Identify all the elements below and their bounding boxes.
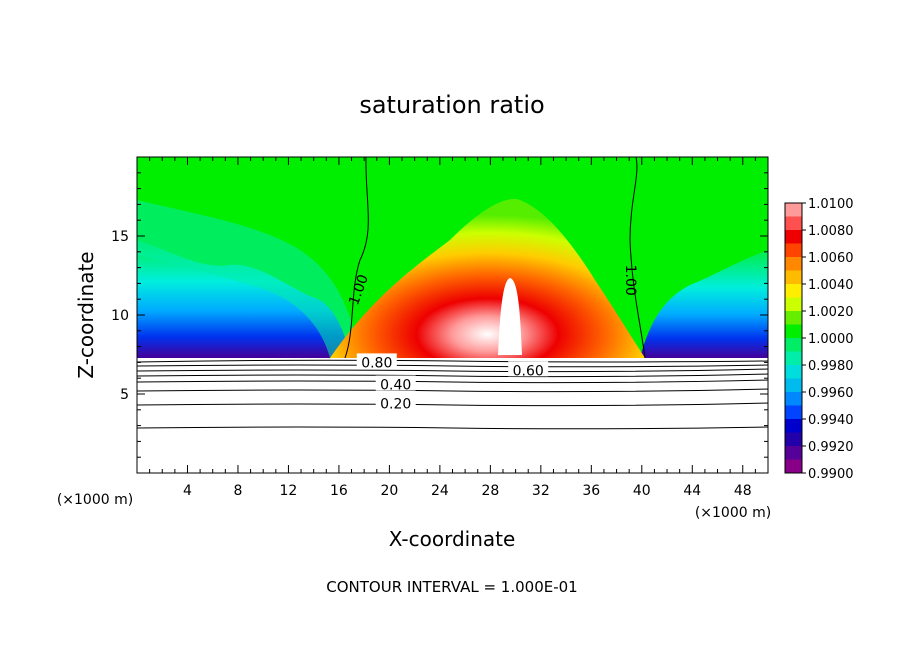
- colorbar-segment: [785, 216, 802, 231]
- contour-labels: 0.200.400.600.801.00 1.00: [346, 265, 638, 413]
- contour-label: 0.80: [361, 355, 392, 371]
- x-tick-label: 48: [734, 483, 752, 499]
- x-tick-label: 36: [582, 483, 600, 499]
- colorbar-label: 0.9980: [808, 359, 854, 374]
- right-dry-region: [640, 250, 768, 358]
- y-tick-label: 10: [111, 308, 129, 324]
- left-cyan-band: [137, 200, 360, 358]
- contour-label: 0.40: [380, 378, 411, 394]
- colorbar-segment: [785, 270, 802, 285]
- colorbar-segment: [785, 446, 802, 460]
- colorbar-label: 0.9940: [808, 413, 854, 428]
- contour-lines: [137, 157, 768, 430]
- contour-label: 0.60: [513, 363, 544, 379]
- x-tick-label: 16: [330, 483, 348, 499]
- contour-label-bg: [375, 394, 416, 410]
- contour-label: 0.20: [380, 396, 411, 412]
- x-tick-label: 20: [380, 483, 398, 499]
- x-axis-label: X-coordinate: [389, 527, 516, 551]
- y-tick-label: 5: [120, 387, 129, 403]
- contour-label-bg: [356, 353, 397, 369]
- x-tick-label: 28: [481, 483, 499, 499]
- y-axis-label: Z-coordinate: [74, 251, 98, 378]
- y-tick-label: 15: [111, 229, 129, 245]
- colorbar-segment: [785, 419, 802, 433]
- colorbar-segment: [785, 297, 802, 312]
- colorbar-label: 1.0100: [808, 197, 854, 212]
- colorbar-segment: [785, 459, 802, 474]
- central-plume: [330, 199, 645, 358]
- colorbar: 1.0100 1.0080 1.0060 1.0040 1.0020 1.0000 0.99…: [784, 197, 854, 482]
- colorbar-segment: [785, 257, 802, 271]
- colorbar-label: 0.9900: [808, 467, 854, 482]
- colorbar-label: 1.0000: [808, 332, 854, 347]
- colorbar-label: 1.0020: [808, 305, 854, 320]
- colorbar-segment: [785, 405, 802, 420]
- colorbar-segment: [785, 284, 802, 298]
- x-axis: 4 8 12 16 20 24 28 32 36 40 44 48: [149, 157, 756, 499]
- colorbar-label: 1.0080: [808, 224, 854, 239]
- plot-field: [137, 157, 768, 473]
- colorbar-label: 0.9960: [808, 386, 854, 401]
- x-axis-unit: (×1000 m): [57, 492, 133, 508]
- contour-interval-footer: CONTOUR INTERVAL = 1.000E-01: [326, 578, 577, 596]
- contour-label-bg: [375, 375, 416, 391]
- x-tick-label: 12: [280, 483, 298, 499]
- colorbar-segment: [785, 432, 802, 447]
- chart-title: saturation ratio: [359, 91, 544, 119]
- x-tick-label: 24: [431, 483, 449, 499]
- colorbar-label: 1.0060: [808, 251, 854, 266]
- colorbar-segment: [785, 351, 802, 366]
- contour-1-right: [629, 157, 646, 359]
- lower-region: [137, 358, 768, 473]
- x-tick-label: 4: [183, 483, 192, 499]
- colorbar-label: 1.0040: [808, 278, 854, 293]
- y-axis: 5 10 15: [111, 172, 768, 458]
- contour-label-bg: [508, 361, 549, 377]
- colorbar-label: 0.9920: [808, 440, 854, 455]
- colorbar-segment: [785, 203, 802, 217]
- x-tick-label: 40: [633, 483, 651, 499]
- x-tick-label: 32: [532, 483, 550, 499]
- colorbar-segment: [785, 378, 802, 393]
- colorbar-segment: [785, 311, 802, 325]
- colorbar-segment: [785, 324, 802, 339]
- x-tick-label: 8: [233, 483, 242, 499]
- colorbar-segment: [785, 392, 802, 406]
- x-axis-unit-right: (×1000 m): [695, 505, 771, 521]
- left-dry-region: [137, 240, 350, 358]
- colorbar-segment: [785, 230, 802, 244]
- contour-1-left: [344, 157, 369, 359]
- plume-core: [498, 278, 522, 355]
- colorbar-segment: [785, 338, 802, 352]
- x-tick-label: 44: [683, 483, 701, 499]
- colorbar-segment: [785, 243, 802, 258]
- colorbar-segment: [785, 365, 802, 379]
- contour-label: 1.00: [622, 265, 638, 296]
